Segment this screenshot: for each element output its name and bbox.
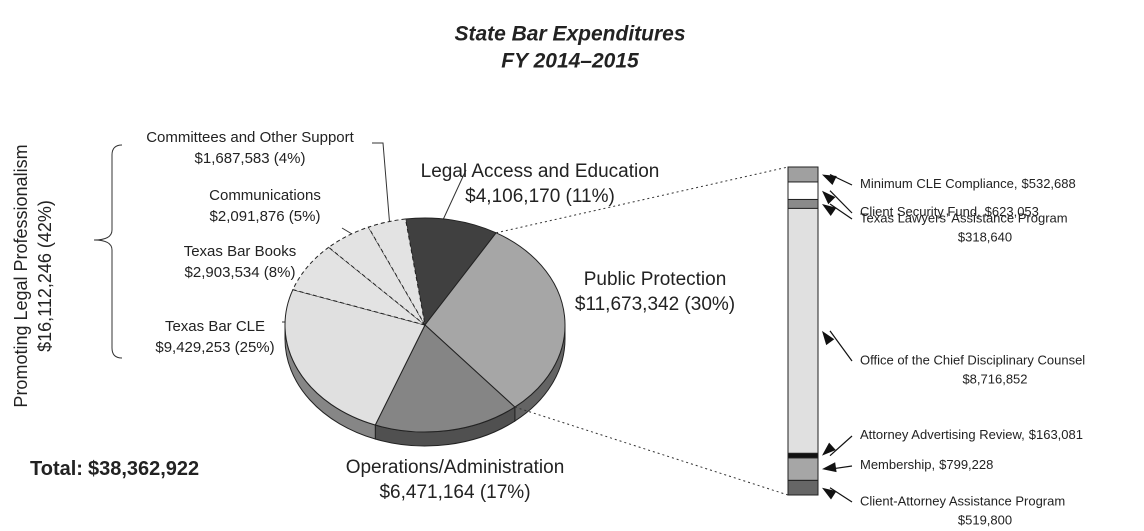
leader-line xyxy=(372,142,391,229)
slice-value-label: $2,903,534 (8%) xyxy=(185,264,296,281)
arrow-head xyxy=(822,174,837,186)
bar-segment xyxy=(787,181,819,200)
breakdown-value: $532,688 xyxy=(1022,176,1076,191)
breakdown-label: Membership, $799,228 xyxy=(860,457,993,472)
breakdown-value: $318,640 xyxy=(958,229,1012,244)
bar-segment xyxy=(787,457,819,481)
breakdown-name: Texas Lawyers’ Assistance Program xyxy=(860,210,1068,225)
group-bracket xyxy=(93,144,123,359)
bar-segment xyxy=(787,452,819,459)
arrow-head xyxy=(822,203,837,216)
chart-title: State Bar Expenditures xyxy=(454,23,685,46)
breakdown-label: Client Security Fund, $623,053 xyxy=(860,204,1039,219)
arrow-line xyxy=(829,435,853,457)
total-label: Total: xyxy=(30,458,83,480)
breakdown-value: $8,716,852 xyxy=(962,371,1027,386)
slice-label: Committees and Other Support xyxy=(146,129,354,146)
arrow-head xyxy=(822,462,837,473)
slice-label: Operations/Administration xyxy=(346,457,565,478)
arrow-head xyxy=(822,442,836,456)
breakdown-name: Membership, xyxy=(860,457,935,472)
breakdown-value: $799,228 xyxy=(939,457,993,472)
breakdown-name: Attorney Advertising Review, xyxy=(860,427,1025,442)
bar-segment xyxy=(787,207,819,454)
breakdown-label: Minimum CLE Compliance, $532,688 xyxy=(860,176,1076,191)
slice-value-label: $6,471,164 (17%) xyxy=(379,482,530,503)
leader-line xyxy=(441,169,467,223)
slice-label: Public Protection xyxy=(584,269,727,290)
arrow-line xyxy=(829,190,853,214)
pie-slice xyxy=(367,218,426,326)
connector-line xyxy=(514,406,789,496)
pie-slice xyxy=(292,246,426,326)
arrow-head xyxy=(822,190,836,205)
arrow-line xyxy=(829,203,853,220)
breakdown-value: $623,053 xyxy=(985,204,1039,219)
breakdown-name: Client-Attorney Assistance Program xyxy=(860,493,1065,508)
total-value: $38,362,922 xyxy=(88,458,199,480)
bar-segment xyxy=(787,198,819,209)
slice-value-label: $11,673,342 (30%) xyxy=(575,294,735,315)
bar-segment xyxy=(787,479,819,496)
arrow-head xyxy=(822,487,837,500)
slice-value-label: $2,091,876 (5%) xyxy=(210,208,321,225)
arrow-line xyxy=(829,330,853,362)
arrow-head xyxy=(822,330,835,346)
breakdown-name: Office of the Chief Disciplinary Counsel xyxy=(860,352,1085,367)
pie-slice xyxy=(284,289,426,426)
pie-slice xyxy=(374,324,516,433)
breakdown-name: Minimum CLE Compliance, xyxy=(860,176,1018,191)
slice-value-label: $4,106,170 (11%) xyxy=(465,186,615,207)
slice-label: Legal Access and Education xyxy=(421,161,660,182)
arrow-line xyxy=(829,487,853,503)
breakdown-value: $519,800 xyxy=(958,512,1012,527)
chart-subtitle: FY 2014–2015 xyxy=(501,50,639,73)
breakdown-value: $163,081 xyxy=(1029,427,1083,442)
slice-label: Texas Bar Books xyxy=(184,243,297,260)
bar-segment xyxy=(787,166,819,183)
breakdown-label: Attorney Advertising Review, $163,081 xyxy=(860,427,1083,442)
slice-value-label: $9,429,253 (25%) xyxy=(155,339,274,356)
slice-label: Texas Bar CLE xyxy=(165,318,265,335)
total-text: Total: $38,362,922 xyxy=(30,458,199,480)
group-value-label: $16,112,246 (42%) xyxy=(35,200,55,352)
slice-value-label: $1,687,583 (4%) xyxy=(195,150,306,167)
slice-label: Communications xyxy=(209,187,321,204)
pie-slice xyxy=(424,232,566,408)
group-label: Promoting Legal Professionalism xyxy=(11,144,31,407)
pie-slice xyxy=(404,217,497,327)
breakdown-name: Client Security Fund, xyxy=(860,204,981,219)
